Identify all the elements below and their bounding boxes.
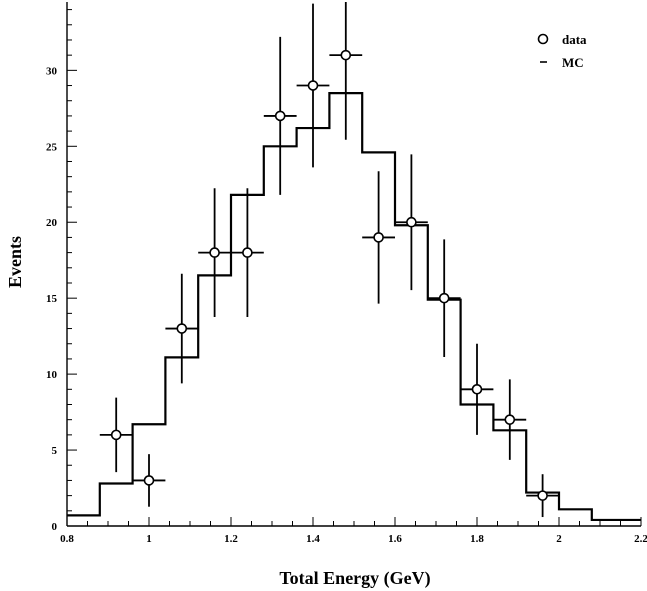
data-marker	[537, 490, 548, 501]
data-point	[198, 188, 231, 318]
data-marker	[143, 475, 155, 486]
data-marker	[242, 247, 253, 258]
x-tick-label: 1.6	[388, 533, 402, 545]
x-tick-label: 1.8	[470, 533, 484, 545]
data-point	[493, 379, 527, 460]
data-point	[296, 3, 330, 168]
x-tick-label: 2	[556, 533, 562, 545]
legend-data-label: data	[562, 32, 587, 47]
y-tick-label: 25	[46, 141, 58, 153]
data-point	[165, 273, 199, 384]
data-marker	[209, 247, 220, 258]
data-marker	[406, 216, 417, 228]
data-point	[427, 239, 461, 357]
data-marker	[307, 80, 319, 91]
x-tick-label: 1.4	[306, 533, 320, 545]
data-marker	[274, 110, 286, 122]
mc-step-line	[67, 92, 641, 522]
data-marker	[110, 429, 122, 441]
x-tick-label: 0.8	[60, 533, 74, 545]
data-point	[231, 188, 264, 318]
x-axis-title: Total Energy (GeV)	[279, 568, 430, 589]
y-axis-title: Events	[5, 236, 25, 288]
data-marker	[471, 384, 483, 395]
data-marker	[373, 232, 384, 243]
y-tick-label: 15	[46, 293, 58, 305]
y-tick-label: 10	[46, 369, 58, 381]
data-points	[99, 2, 559, 518]
y-tick-label: 30	[46, 65, 58, 77]
data-point	[460, 343, 494, 435]
mc-histogram	[67, 92, 641, 522]
data-marker	[504, 414, 516, 425]
data-point	[99, 397, 133, 473]
x-tick-label: 2.2	[634, 533, 647, 545]
data-marker	[340, 49, 352, 61]
data-marker	[438, 292, 450, 304]
y-tick-label: 20	[46, 217, 58, 229]
x-tick-label: 1.2	[224, 533, 238, 545]
data-point	[362, 171, 395, 304]
legend-mc-label: MC	[562, 55, 584, 70]
data-point	[132, 454, 166, 507]
y-tick-label: 5	[52, 445, 58, 457]
data-point	[263, 36, 297, 195]
legend: data MC	[537, 32, 587, 70]
data-point	[395, 154, 428, 291]
plot-frame	[66, 2, 641, 527]
y-tick-label: 0	[52, 521, 58, 533]
data-marker	[176, 323, 188, 334]
axis-ticks: 0.8 1 1.2 1.4 1.6 1.8 2 2.2 0 5 10 15 20 25 30	[46, 9, 647, 545]
data-point	[329, 2, 363, 140]
legend-data-marker	[537, 33, 549, 45]
x-tick-label: 1	[146, 533, 152, 545]
data-point	[526, 474, 559, 518]
